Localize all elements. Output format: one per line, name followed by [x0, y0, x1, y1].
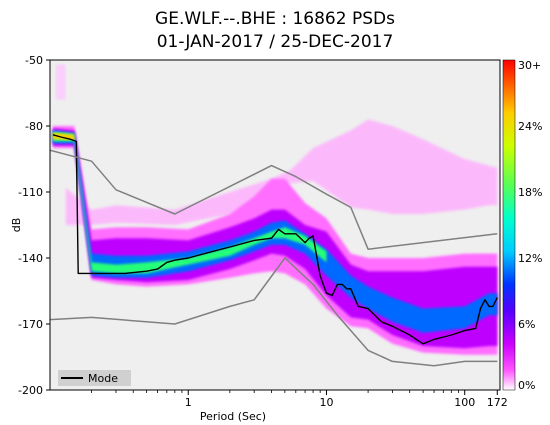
colorbar-label-0: 30+	[518, 59, 541, 72]
plot-border	[49, 59, 501, 391]
psd-density-band-3	[52, 131, 327, 274]
colorbar: 30+ 24% 18% 12% 6% 0%	[502, 59, 542, 392]
psd-scatter-patch-0	[65, 119, 498, 225]
x-tick-label-3: 172	[487, 396, 508, 409]
psd-scatter-patch-1	[55, 64, 66, 100]
x-tick-label-0: 1	[185, 396, 192, 409]
colorbar-label-3: 12%	[518, 252, 542, 265]
y-tick-label-2: -110	[18, 186, 43, 199]
legend: Mode	[58, 370, 131, 386]
y-axis: -50 -80 -110 -140 -170 -200	[18, 54, 50, 397]
series-line-mode	[52, 134, 498, 345]
series-line-nlnm	[50, 257, 498, 367]
colorbar-label-4: 6%	[518, 318, 535, 331]
y-tick-label-3: -140	[18, 252, 43, 265]
y-tick-label-1: -80	[25, 120, 43, 133]
legend-box	[58, 370, 131, 386]
x-axis: 1 10 100 172	[91, 390, 508, 409]
colorbar-gradient	[502, 59, 516, 391]
y-tick-label-5: -200	[18, 384, 43, 397]
chart-title-line-1: GE.WLF.--.BHE : 16862 PSDs	[155, 9, 395, 29]
y-tick-label-4: -170	[18, 318, 43, 331]
x-tick-label-1: 10	[319, 396, 333, 409]
chart-title-line-2: 01-JAN-2017 / 25-DEC-2017	[157, 32, 394, 52]
colorbar-label-1: 24%	[518, 120, 542, 133]
y-axis-label: dB	[10, 218, 23, 233]
psd-lines-layer	[50, 134, 498, 367]
x-tick-label-2: 100	[454, 396, 475, 409]
colorbar-labels: 30+ 24% 18% 12% 6% 0%	[518, 59, 542, 392]
x-axis-label: Period (Sec)	[200, 410, 266, 423]
psd-density-layer	[52, 64, 498, 355]
colorbar-label-2: 18%	[518, 186, 542, 199]
y-tick-label-0: -50	[25, 54, 43, 67]
series-line-nhnm	[50, 149, 498, 250]
colorbar-label-5: 0%	[518, 379, 535, 392]
legend-mode-label: Mode	[88, 372, 118, 385]
